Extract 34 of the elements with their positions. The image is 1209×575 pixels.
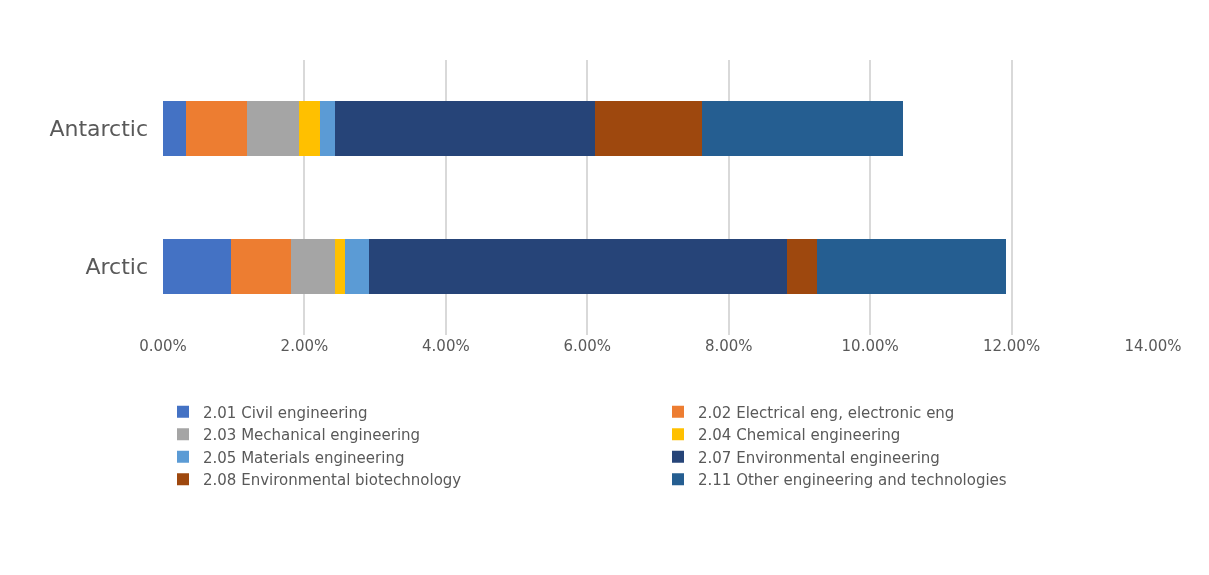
legend-label: 2.01 Civil engineering <box>203 403 368 422</box>
legend-label: 2.11 Other engineering and technologies <box>698 471 1007 490</box>
legend-label: 2.04 Chemical engineering <box>698 426 901 445</box>
x-tick-label: 0.00% <box>139 337 187 355</box>
bar <box>163 101 186 157</box>
bar <box>163 238 231 294</box>
x-tick-label: 6.00% <box>563 337 612 355</box>
x-tick-label: 10.00% <box>841 337 899 355</box>
legend-label: 2.03 Mechanical engineering <box>203 426 421 445</box>
x-tick-label: 2.00% <box>280 337 329 355</box>
bar <box>345 238 370 294</box>
bar <box>369 238 787 294</box>
legend-label: 2.05 Materials engineering <box>203 448 405 467</box>
x-tick-label: 4.00% <box>422 337 470 355</box>
legend-label: 2.02 Electrical eng, electronic eng <box>698 403 955 422</box>
y-tick-label: Arctic <box>85 253 162 279</box>
bar <box>595 101 702 157</box>
legend-label: 2.07 Environmental engineering <box>698 448 940 467</box>
bar <box>290 238 335 294</box>
bar <box>817 238 1006 294</box>
bar <box>786 238 818 294</box>
bar <box>701 101 903 157</box>
bar <box>334 101 596 157</box>
y-tick-label: Antarctic <box>49 116 162 142</box>
x-tick-label: 12.00% <box>982 337 1041 355</box>
x-tick-label: 14.00% <box>1124 337 1182 355</box>
bar <box>334 238 346 294</box>
bar <box>319 101 335 157</box>
x-tick-label: 8.00% <box>704 337 753 355</box>
bar <box>247 101 299 157</box>
bar <box>298 101 320 157</box>
bar <box>185 101 248 157</box>
bar <box>230 238 291 294</box>
legend-label: 2.08 Environmental biotechnology <box>203 471 462 490</box>
